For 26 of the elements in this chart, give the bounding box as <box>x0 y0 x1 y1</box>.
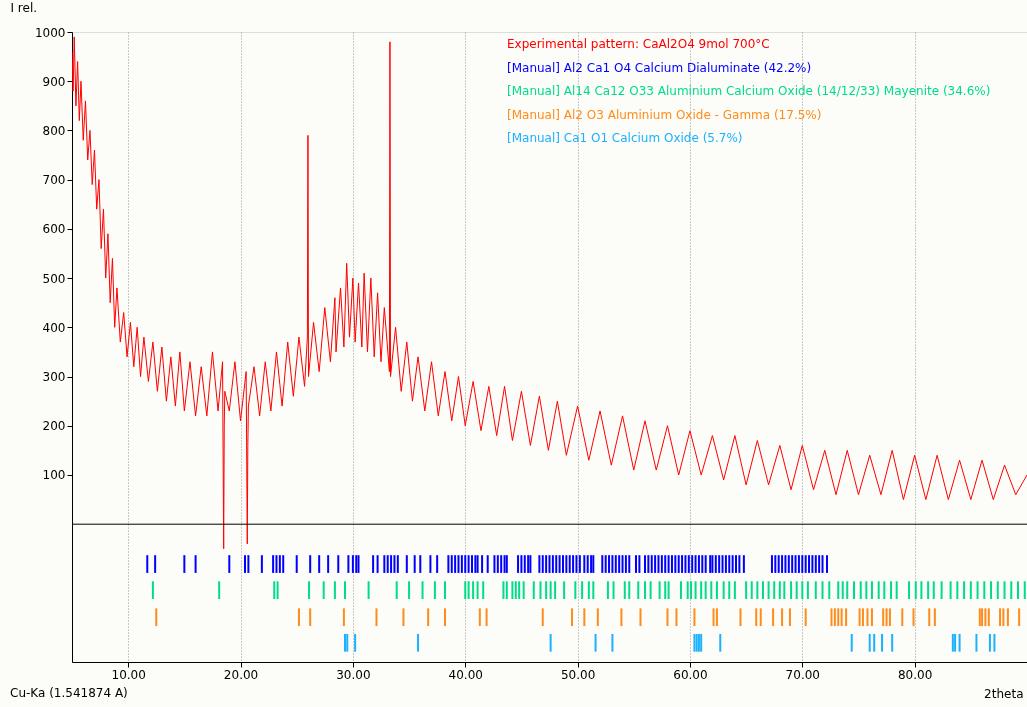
y-tick-label: 1000 <box>34 25 66 40</box>
y-tick-label: 200 <box>42 419 66 434</box>
text: Cu-Ka (1.541874 A) <box>10 686 128 700</box>
x-tick-label: 20.00 <box>223 667 259 682</box>
x-tick-label: 50.00 <box>560 667 596 682</box>
y-tick-label: 900 <box>42 74 66 89</box>
y-tick-label: 800 <box>42 123 66 138</box>
y-tick-label: 300 <box>42 370 66 385</box>
x-tick-label: 10.00 <box>111 667 146 682</box>
text: [Manual] Ca1 O1 Calcium Oxide (5.7%) <box>507 131 743 145</box>
x-tick-label: 30.00 <box>336 667 371 682</box>
y-tick-label: 600 <box>42 222 66 237</box>
y-tick-label: 500 <box>42 271 66 286</box>
y-tick-label: 100 <box>42 468 66 483</box>
x-tick-label: 80.00 <box>897 667 933 682</box>
x-tick-label: 40.00 <box>448 667 483 682</box>
x-tick-label: 60.00 <box>673 667 708 682</box>
y-tick-label: 700 <box>42 173 66 188</box>
text: [Manual] Al14 Ca12 O33 Aluminium Calcium Oxide (14/12/33) Mayenite (34.6%) <box>507 84 991 98</box>
x-axis-title: 2theta <box>984 686 1024 701</box>
text: [Manual] Al2 Ca1 O4 Calcium Dialuminate (42.2%) <box>507 60 812 75</box>
y-axis-title: I rel. <box>10 0 38 15</box>
x-tick-label: 70.00 <box>785 667 820 682</box>
y-tick-label: 400 <box>42 320 66 335</box>
text: Experimental pattern: CaAl2O4 9mol 700°C <box>507 37 770 51</box>
text: [Manual] Al2 O3 Aluminium Oxide - Gamma (17.5%) <box>507 107 822 122</box>
